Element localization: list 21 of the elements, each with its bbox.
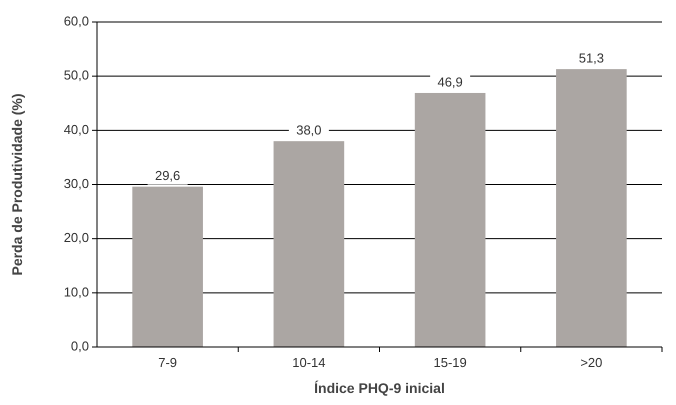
- y-tick-label: 40,0: [64, 122, 89, 137]
- y-tick-label: 50,0: [64, 68, 89, 83]
- bar: [414, 92, 486, 347]
- y-tick-label: 60,0: [64, 13, 89, 28]
- y-axis-title: Perda de Produtividade (%): [9, 93, 25, 276]
- bar: [132, 186, 203, 347]
- y-tick-label: 0,0: [70, 338, 89, 354]
- bar: [556, 69, 627, 347]
- y-tick-label: 10,0: [64, 284, 89, 300]
- x-tick-label: >20: [580, 355, 602, 370]
- x-tick-label: 7-9: [158, 355, 178, 370]
- x-tick-label: 15-19: [434, 355, 467, 370]
- data-label: 38,0: [296, 122, 322, 138]
- y-tick-label: 30,0: [64, 176, 89, 191]
- y-tick-label: 20,0: [64, 230, 89, 246]
- bar: [274, 141, 344, 347]
- data-label: 29,6: [154, 168, 180, 184]
- x-tick-label: 10-14: [292, 355, 326, 370]
- data-label: 46,9: [437, 74, 463, 90]
- data-label: 51,3: [578, 50, 604, 66]
- x-axis-title: Índice PHQ-9 inicial: [314, 380, 445, 396]
